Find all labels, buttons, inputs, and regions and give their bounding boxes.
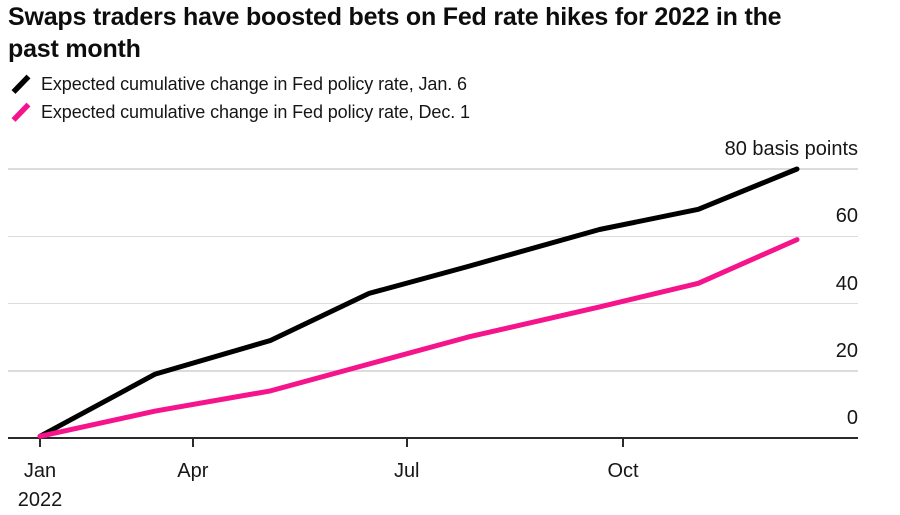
jan6-series-line xyxy=(37,166,800,439)
x-axis-label-jul: Jul xyxy=(347,457,467,486)
x-axis-tick-apr xyxy=(191,438,194,447)
y-axis-unit-label: 80 basis points xyxy=(724,138,858,160)
x-axis-tick-oct xyxy=(622,438,625,447)
line-slash-icon xyxy=(11,102,31,122)
x-axis-label-month: Jan xyxy=(23,460,57,482)
x-axis-label-jan: Jan 2022 xyxy=(0,457,100,515)
y-axis-label-40: 40 xyxy=(835,272,858,295)
y-axis-label-0: 0 xyxy=(846,407,858,429)
x-axis-tick-jan xyxy=(39,438,41,447)
chart-legend: Expected cumulative change in Fed policy… xyxy=(10,70,470,126)
chart-title: Swaps traders have boosted bets on Fed r… xyxy=(8,1,782,65)
dec1-series-line xyxy=(37,237,800,439)
gridline-20 xyxy=(8,370,858,372)
x-axis-tick-jul xyxy=(405,438,408,447)
x-axis-label-month: Apr xyxy=(177,460,209,482)
gridline-80 xyxy=(8,168,858,170)
y-axis-label-20: 20 xyxy=(835,339,858,362)
y-axis-label-60: 60 xyxy=(835,205,858,228)
legend-label-jan6: Expected cumulative change in Fed policy… xyxy=(41,73,467,94)
legend-label-dec1: Expected cumulative change in Fed policy… xyxy=(41,101,470,122)
chart-title-line-2: past month xyxy=(8,35,141,63)
gridline-40 xyxy=(8,302,858,305)
gridline-60 xyxy=(8,235,858,237)
x-axis-label-month: Oct xyxy=(607,460,639,482)
chart-title-line-1: Swaps traders have boosted bets on Fed r… xyxy=(8,3,782,31)
x-axis-label-year: 2022 xyxy=(17,489,63,511)
legend-item-dec1: Expected cumulative change in Fed policy… xyxy=(10,98,470,126)
x-axis-label-oct: Oct xyxy=(563,457,683,486)
x-axis-baseline xyxy=(8,436,858,439)
x-axis-label-month: Jul xyxy=(393,460,420,482)
x-axis-label-apr: Apr xyxy=(133,457,253,486)
line-slash-icon xyxy=(11,74,31,94)
legend-item-jan6: Expected cumulative change in Fed policy… xyxy=(10,70,470,98)
